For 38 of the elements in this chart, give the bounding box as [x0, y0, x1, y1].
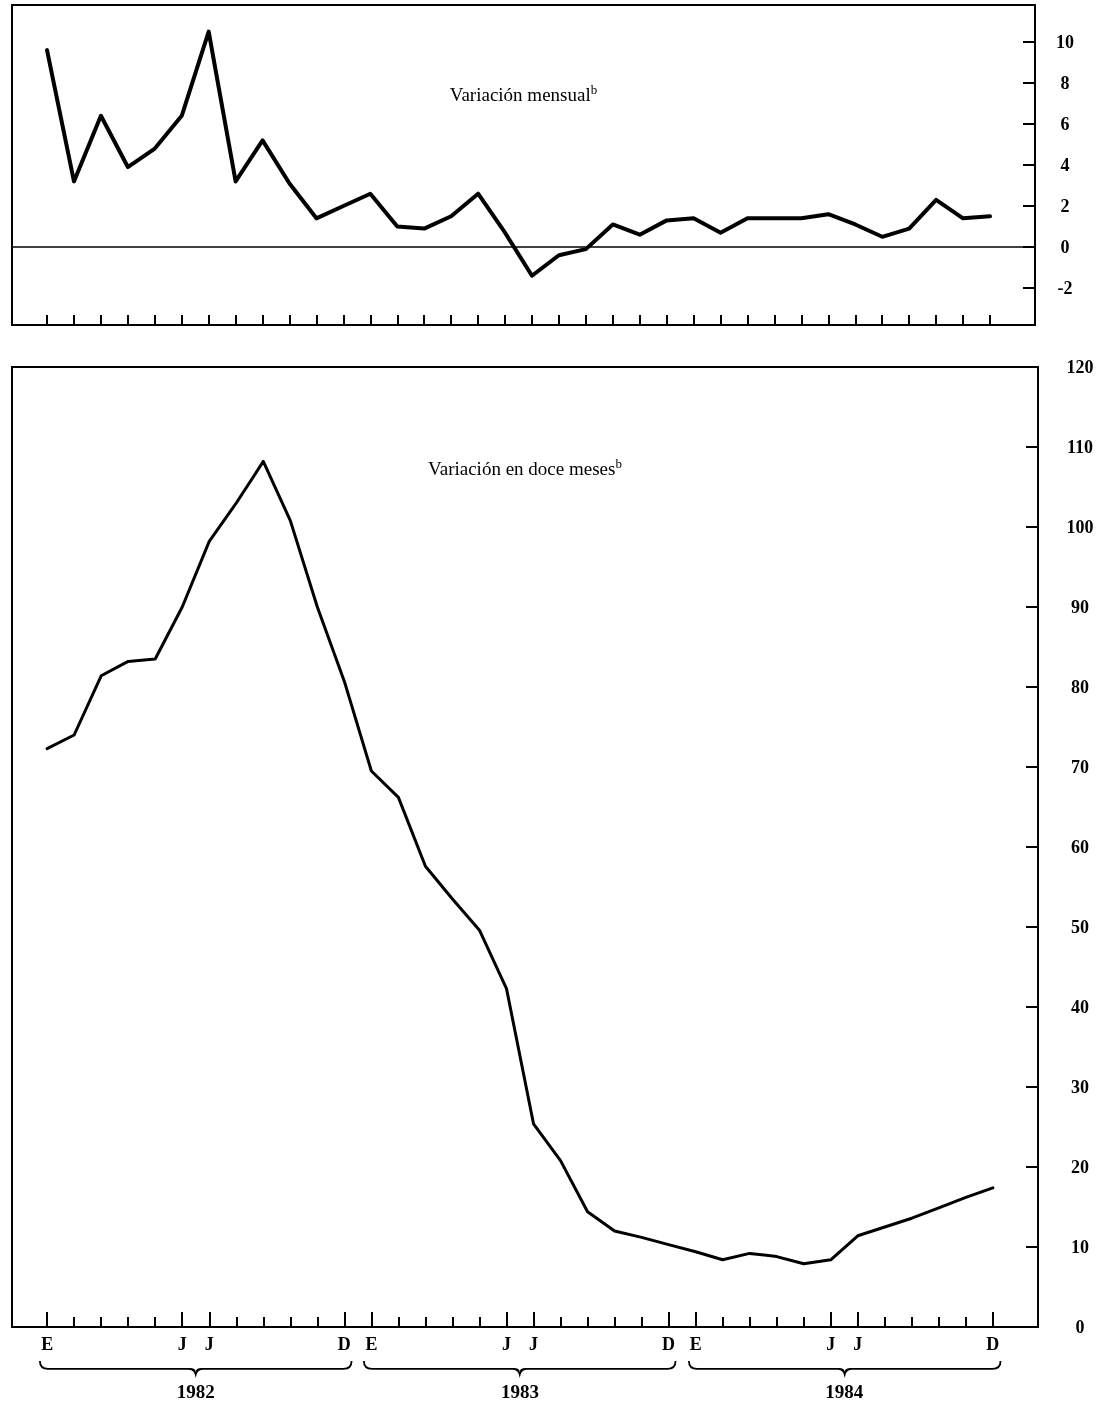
x-tick-label: E [365, 1334, 378, 1354]
y-tick-label: 20 [1071, 1157, 1089, 1177]
text: Variación en doce meses$^{b}$ [428, 456, 622, 482]
text: 1982 [176, 1381, 215, 1403]
y-tick-label: 50 [1071, 917, 1089, 937]
x-tick-label: J [501, 1334, 511, 1354]
y-tick-label: 100 [1066, 517, 1094, 537]
y-tick-label: 2 [1060, 196, 1070, 217]
y-tick-label: 80 [1071, 677, 1089, 697]
x-tick-label: J [529, 1334, 539, 1354]
text: 1984 [825, 1381, 864, 1403]
x-tick-label: J [853, 1334, 863, 1354]
y-tick-label: 10 [1071, 1237, 1089, 1257]
text: 1983 [501, 1381, 539, 1403]
x-tick-label: J [177, 1334, 187, 1354]
y-tick-label: -2 [1057, 278, 1073, 299]
x-tick-label: J [204, 1334, 214, 1354]
y-tick-label: 30 [1071, 1077, 1089, 1097]
x-tick-label: D [662, 1334, 676, 1354]
x-tick-label: E [689, 1334, 702, 1354]
x-tick-label: D [986, 1334, 1000, 1354]
y-tick-label: 60 [1071, 837, 1089, 857]
y-tick-label: 110 [1066, 437, 1094, 457]
y-tick-label: 120 [1066, 357, 1094, 377]
line-series [45, 459, 995, 1266]
text: Variación mensual$^{b}$ [449, 82, 598, 108]
y-tick-label: 10 [1056, 31, 1074, 52]
y-tick-label: 40 [1071, 997, 1089, 1017]
y-tick-label: 8 [1060, 72, 1070, 93]
x-tick-label: E [41, 1334, 54, 1354]
y-tick-label: 70 [1071, 757, 1089, 777]
y-tick-label: 6 [1060, 113, 1070, 134]
y-tick-label: 90 [1071, 597, 1089, 617]
x-tick-label: J [826, 1334, 836, 1354]
y-tick-label: 4 [1060, 155, 1070, 175]
y-tick-label: 0 [1060, 237, 1070, 258]
x-tick-label: D [337, 1334, 351, 1354]
y-tick-label: 0 [1075, 1317, 1085, 1337]
